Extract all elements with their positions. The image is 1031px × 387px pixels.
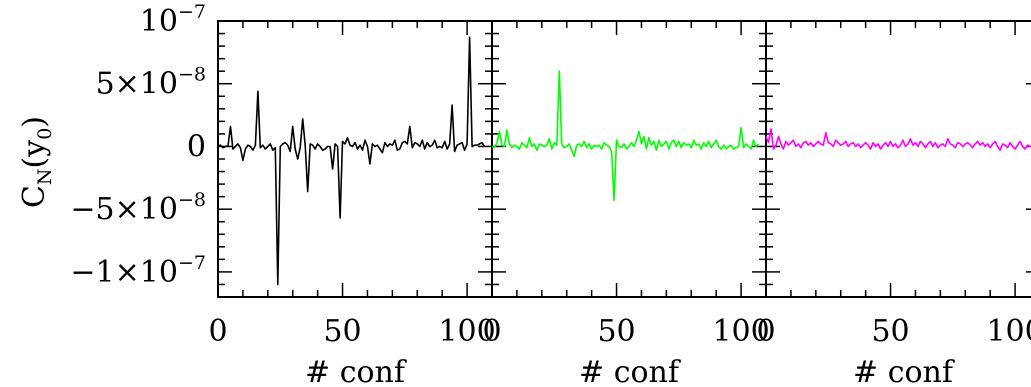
panel-2: 0 50 100 # conf xyxy=(482,20,770,387)
panel-3-x-tick-labels: 0 50 100 xyxy=(756,314,1031,349)
x-tick-label: 50 xyxy=(871,314,909,349)
y-axis-label-var: y xyxy=(17,140,52,158)
x-tick-label: 50 xyxy=(323,314,361,349)
y-tick-labels: 10−7 5×10−8 0 −5×10−8 −1×10−7 xyxy=(70,1,206,290)
panel-1-frame xyxy=(217,20,493,298)
panel-2-x-axis-label: # conf xyxy=(579,355,681,387)
panel-2-frame xyxy=(491,20,767,298)
y-axis-label-sub: N xyxy=(34,168,56,185)
y-axis-label-var-sub: 0 xyxy=(34,128,56,140)
y-axis-label: CN(y0) xyxy=(17,116,56,208)
panel-3-ticks xyxy=(765,20,1031,298)
panel-1: 0 50 100 # conf xyxy=(208,20,496,387)
y-tick-label: −1×10−7 xyxy=(70,252,206,290)
panel-2-x-tick-labels: 0 50 100 xyxy=(482,314,769,349)
panel-3-x-axis-label: # conf xyxy=(853,355,955,387)
x-tick-label: 50 xyxy=(597,314,635,349)
y-axis-label-paren-close: ) xyxy=(17,116,52,128)
panel-3-frame xyxy=(765,20,1031,298)
panel-3: 0 50 100 # conf xyxy=(756,20,1031,387)
x-tick-label: 100 xyxy=(712,314,769,349)
y-tick-label: 10−7 xyxy=(140,1,206,39)
panel-1-series-line xyxy=(217,36,486,286)
x-tick-label: 100 xyxy=(438,314,495,349)
panel-2-series-line xyxy=(491,70,760,202)
panel-1-x-tick-labels: 0 50 100 xyxy=(208,314,495,349)
y-tick-label: 5×10−8 xyxy=(96,64,206,102)
y-axis-label-paren-open: ( xyxy=(17,157,52,169)
x-tick-label: 0 xyxy=(208,314,227,349)
y-tick-label: −5×10−8 xyxy=(70,189,206,227)
panel-3-series-line xyxy=(765,128,1031,151)
x-tick-label: 0 xyxy=(482,314,501,349)
y-axis-label-main: C xyxy=(17,185,52,208)
panel-2-ticks xyxy=(491,20,767,298)
x-tick-label: 100 xyxy=(986,314,1031,349)
panel-1-x-axis-label: # conf xyxy=(305,355,407,387)
x-tick-label: 0 xyxy=(756,314,775,349)
panel-1-ticks xyxy=(217,20,493,298)
y-tick-label: 0 xyxy=(187,129,206,164)
